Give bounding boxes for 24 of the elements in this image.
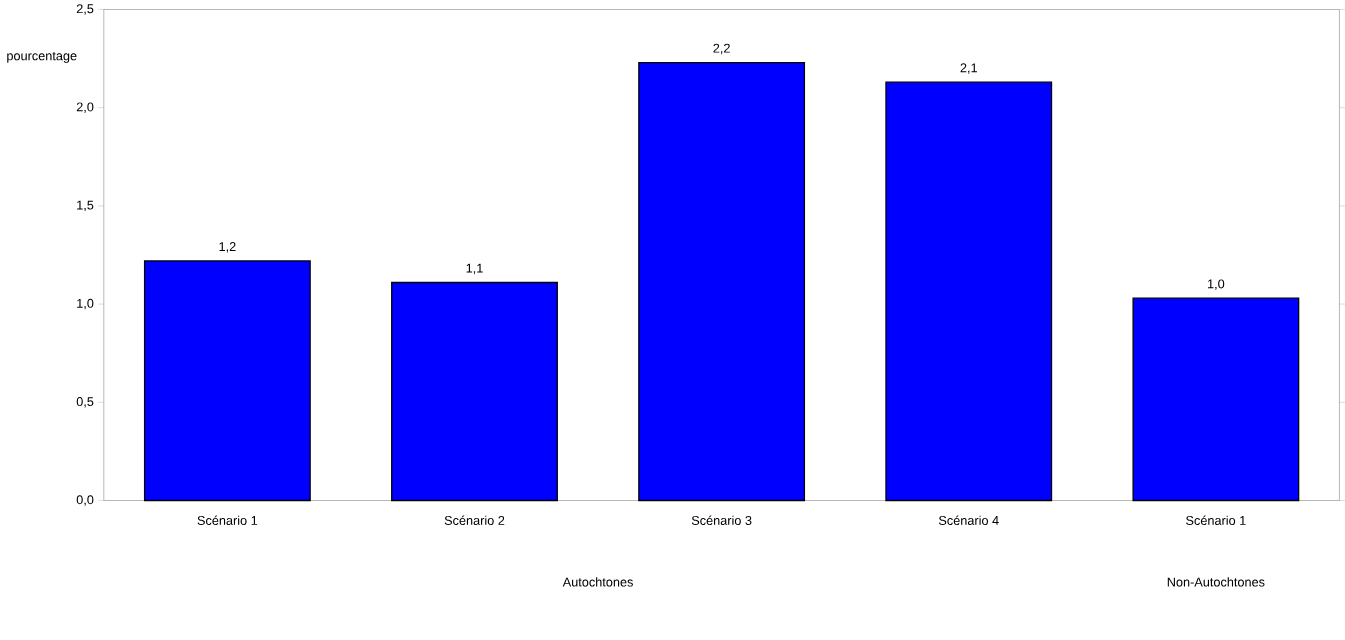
y-tick-label: 0,0 xyxy=(76,495,94,506)
y-tick-label: 1,0 xyxy=(77,298,94,310)
text: Non-Autochtones xyxy=(1167,577,1265,587)
data-label: 2,1 xyxy=(960,63,977,74)
bar xyxy=(143,260,311,502)
data-label: 1,1 xyxy=(466,263,483,275)
bar xyxy=(1132,297,1300,502)
data-label: 1,0 xyxy=(1208,279,1225,290)
x-tick-label: Scénario 4 xyxy=(938,515,999,525)
data-label: 1,2 xyxy=(219,242,236,253)
y-axis-title: pourcentage xyxy=(7,51,77,63)
bar xyxy=(391,281,558,502)
y-tick-label: 2,0 xyxy=(76,102,94,113)
y-tick-label: 1,5 xyxy=(77,200,94,212)
text: Autochtones xyxy=(562,577,633,587)
x-tick-label: Scénario 3 xyxy=(691,515,752,525)
bar xyxy=(638,61,806,502)
y-tick-label: 2,5 xyxy=(76,4,94,15)
bar xyxy=(885,81,1053,502)
x-tick-label: Scénario 1 xyxy=(1186,515,1246,525)
x-tick-label: Scénario 1 xyxy=(197,515,258,525)
x-tick-label: Scénario 2 xyxy=(444,515,505,525)
data-label: 2,2 xyxy=(713,43,730,55)
y-tick-label: 0,5 xyxy=(76,397,94,408)
